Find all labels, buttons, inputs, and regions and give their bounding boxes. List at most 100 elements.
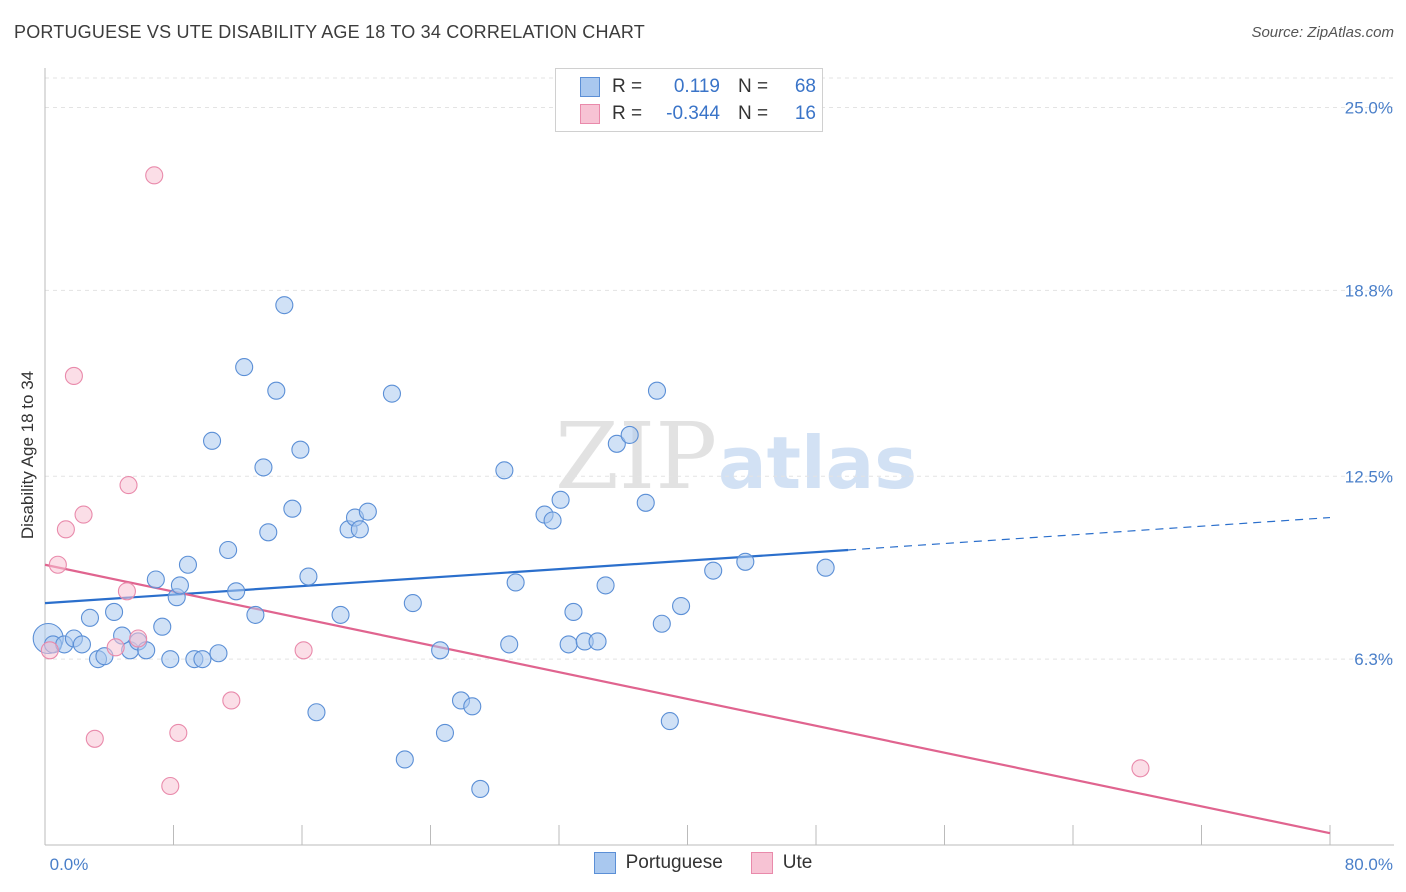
- point-portuguese: [559, 635, 578, 654]
- point-portuguese: [299, 567, 318, 586]
- point-portuguese: [307, 703, 326, 722]
- legend-n-label: N =: [738, 103, 769, 124]
- point-portuguese: [193, 650, 212, 669]
- y-tick-label: 6.3%: [1354, 650, 1393, 669]
- point-ute: [161, 776, 180, 796]
- axes: [44, 68, 1394, 846]
- point-portuguese: [203, 431, 222, 450]
- point-ute: [117, 582, 136, 601]
- point-portuguese: [246, 605, 265, 624]
- legend-n-value: 16: [794, 103, 816, 124]
- point-portuguese: [543, 511, 562, 530]
- legend-r-label: R =: [612, 103, 643, 124]
- legend-row-ute: R = -0.344 N = 16: [580, 101, 816, 127]
- point-portuguese: [495, 461, 514, 480]
- legend-r-label: R =: [612, 76, 643, 97]
- point-ute: [129, 629, 148, 648]
- point-portuguese: [636, 493, 655, 512]
- point-portuguese: [672, 596, 691, 616]
- x-tick-labels: 0.0% 80.0%: [50, 855, 1393, 874]
- trend-lines: [44, 516, 1331, 835]
- point-portuguese: [291, 440, 310, 459]
- point-portuguese: [227, 582, 246, 601]
- point-portuguese: [146, 570, 165, 589]
- y-tick-label: 25.0%: [1345, 99, 1393, 118]
- point-portuguese: [254, 458, 273, 477]
- chart-title: PORTUGUESE VS UTE DISABILITY AGE 18 TO 3…: [14, 22, 645, 42]
- point-ute: [222, 691, 241, 710]
- point-portuguese: [471, 779, 490, 799]
- point-portuguese: [178, 555, 198, 574]
- legend-r-value: -0.344: [666, 103, 720, 124]
- point-portuguese: [435, 723, 455, 742]
- legend-n-value: 68: [794, 76, 816, 97]
- point-portuguese: [403, 594, 422, 613]
- point-portuguese: [161, 650, 180, 669]
- point-portuguese: [382, 384, 402, 403]
- point-ute: [119, 476, 138, 495]
- point-portuguese: [500, 635, 519, 654]
- point-portuguese: [72, 635, 91, 654]
- point-ute: [169, 723, 188, 742]
- x-tick-label: 0.0%: [50, 855, 89, 874]
- trend-line-portuguese: [44, 548, 849, 605]
- point-ute: [48, 555, 67, 574]
- legend-item-portuguese: Portuguese: [593, 852, 723, 874]
- point-portuguese: [506, 573, 525, 592]
- point-portuguese: [395, 750, 414, 769]
- legend-n-label: N =: [738, 76, 769, 97]
- point-ute: [40, 641, 59, 660]
- point-portuguese: [275, 296, 294, 315]
- point-portuguese: [170, 576, 189, 595]
- legend-swatch-ute: [580, 104, 600, 124]
- data-points: [32, 166, 1150, 799]
- legend-swatch-portuguese: [580, 77, 600, 97]
- watermark-zip: ZIP: [555, 403, 717, 510]
- point-portuguese: [105, 602, 124, 622]
- point-portuguese: [704, 561, 723, 580]
- legend-swatch-ute: [750, 852, 773, 874]
- point-portuguese: [596, 576, 615, 595]
- y-tick-label: 12.5%: [1345, 467, 1393, 486]
- legend-label-ute: Ute: [782, 852, 813, 873]
- point-portuguese: [283, 499, 302, 518]
- point-portuguese: [564, 602, 583, 622]
- point-ute: [1131, 759, 1150, 778]
- watermark-atlas: atlas: [718, 421, 917, 505]
- point-portuguese: [259, 523, 278, 542]
- point-portuguese: [80, 608, 100, 627]
- point-portuguese: [647, 381, 667, 400]
- point-portuguese: [588, 632, 607, 651]
- point-portuguese: [153, 617, 172, 636]
- point-portuguese: [736, 552, 755, 571]
- point-portuguese: [620, 425, 639, 445]
- point-portuguese: [431, 641, 450, 660]
- point-portuguese: [652, 614, 671, 633]
- watermark: ZIP atlas: [555, 403, 917, 510]
- correlation-legend: R = 0.119 N = 68 R = -0.344 N = 16: [555, 68, 823, 132]
- point-portuguese: [267, 381, 286, 400]
- point-portuguese: [331, 605, 350, 624]
- y-tick-label: 18.8%: [1345, 281, 1393, 300]
- point-ute: [64, 366, 83, 386]
- point-portuguese: [358, 502, 377, 521]
- point-portuguese: [551, 490, 570, 509]
- point-ute: [74, 505, 93, 524]
- y-tick-labels: 6.3% 12.5% 18.8% 25.0%: [1345, 99, 1393, 670]
- point-ute: [56, 520, 75, 539]
- legend-row-portuguese: R = 0.119 N = 68: [580, 74, 816, 100]
- point-portuguese: [660, 712, 679, 731]
- legend-swatch-portuguese: [593, 852, 616, 874]
- point-ute: [106, 638, 125, 657]
- trend-line-extension-portuguese: [848, 516, 1331, 551]
- point-portuguese: [463, 697, 482, 716]
- legend-label-portuguese: Portuguese: [625, 852, 723, 873]
- point-portuguese: [235, 358, 254, 377]
- point-ute: [85, 729, 104, 748]
- point-ute: [294, 641, 313, 660]
- y-axis-title: Disability Age 18 to 34: [18, 371, 37, 539]
- legend-item-ute: Ute: [750, 852, 813, 874]
- point-portuguese: [816, 558, 835, 577]
- series-legend: Portuguese Ute: [0, 852, 1406, 874]
- point-portuguese: [607, 434, 626, 453]
